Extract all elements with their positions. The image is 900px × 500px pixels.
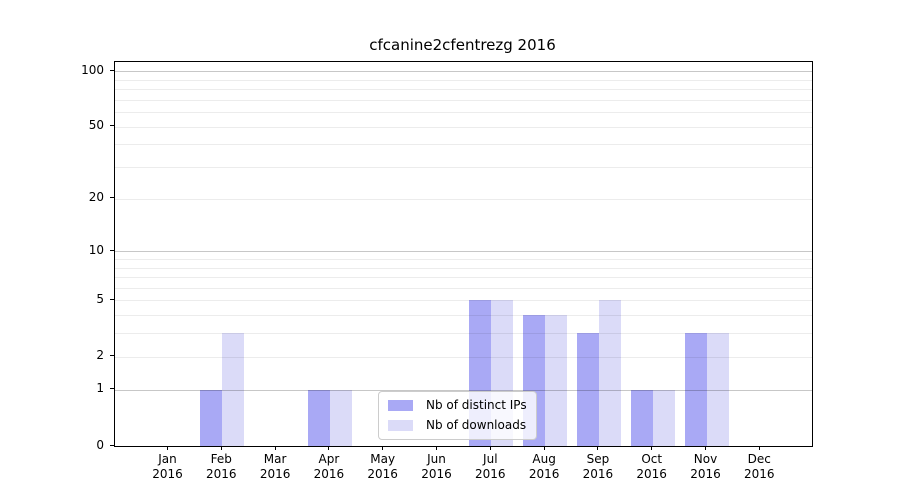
x-tick-mark-jan <box>167 446 168 450</box>
bar-nov-distinct-ips <box>684 333 707 446</box>
chart-title: cfcanine2cfentrezg 2016 <box>369 36 556 54</box>
legend-label-downloads: Nb of downloads <box>426 418 527 432</box>
bar-oct-downloads <box>652 389 675 446</box>
y-tick-label-0: 0 <box>96 437 104 452</box>
legend-label-distinct-ips: Nb of distinct IPs <box>426 398 527 412</box>
gridline-minor-70 <box>115 99 812 101</box>
y-tick-label-2: 2 <box>96 348 104 363</box>
gridline-minor-4 <box>115 315 812 317</box>
legend-item-downloads: Nb of downloads <box>388 418 527 433</box>
y-tick-mark-50 <box>110 125 114 127</box>
plot-area <box>114 61 813 447</box>
y-tick-mark-2 <box>110 355 114 357</box>
bar-feb-distinct-ips <box>200 389 223 446</box>
gridline-minor-5 <box>115 300 812 302</box>
x-tick-label-mar: Mar 2016 <box>259 452 291 481</box>
legend: Nb of distinct IPs Nb of downloads <box>378 391 537 440</box>
bar-sep-distinct-ips <box>576 333 599 446</box>
y-tick-label-5: 5 <box>96 291 104 306</box>
gridline-major-100 <box>115 71 812 73</box>
y-tick-label-20: 20 <box>88 190 104 205</box>
gridline-minor-40 <box>115 144 812 146</box>
y-tick-mark-100 <box>110 69 114 71</box>
y-tick-mark-10 <box>110 249 114 251</box>
gridline-minor-90 <box>115 79 812 81</box>
gridline-minor-2 <box>115 356 812 358</box>
x-tick-mark-feb <box>220 446 222 450</box>
gridline-minor-50 <box>115 126 812 128</box>
gridline-minor-8 <box>115 267 812 269</box>
x-tick-mark-may <box>382 446 384 450</box>
legend-swatch-distinct-ips <box>388 400 413 411</box>
bar-aug-downloads <box>545 315 568 446</box>
x-tick-mark-oct <box>651 446 653 450</box>
bar-oct-distinct-ips <box>630 389 653 446</box>
gridline-major-10 <box>115 251 812 253</box>
y-tick-mark-5 <box>110 298 114 300</box>
x-tick-mark-jul <box>489 446 491 450</box>
x-tick-label-may: May 2016 <box>367 452 398 481</box>
x-tick-mark-nov <box>705 446 706 450</box>
bar-feb-downloads <box>222 333 245 446</box>
gridline-minor-20 <box>115 198 812 200</box>
y-tick-mark-0 <box>110 444 114 446</box>
x-tick-label-oct: Oct 2016 <box>636 452 667 481</box>
x-tick-label-feb: Feb 2016 <box>206 452 237 481</box>
x-tick-label-sep: Sep 2016 <box>582 452 614 481</box>
x-tick-label-jan: Jan 2016 <box>152 452 183 481</box>
y-tick-mark-1 <box>110 388 114 390</box>
gridline-minor-7 <box>115 277 812 279</box>
y-tick-mark-20 <box>110 197 114 199</box>
x-tick-mark-jun <box>436 446 437 450</box>
legend-swatch-downloads <box>388 420 413 431</box>
gridline-minor-80 <box>115 89 812 91</box>
x-tick-label-apr: Apr 2016 <box>313 452 345 481</box>
bar-apr-downloads <box>329 389 352 446</box>
x-tick-mark-aug <box>543 446 545 450</box>
gridline-minor-9 <box>115 258 812 260</box>
x-tick-mark-apr <box>328 446 330 450</box>
x-tick-label-jun: Jun 2016 <box>421 452 452 481</box>
gridline-minor-6 <box>115 287 812 289</box>
x-tick-label-aug: Aug 2016 <box>528 452 560 481</box>
legend-item-distinct-ips: Nb of distinct IPs <box>388 398 527 413</box>
y-tick-label-100: 100 <box>81 62 104 77</box>
x-tick-label-dec: Dec 2016 <box>744 452 775 481</box>
gridline-minor-30 <box>115 167 812 169</box>
bar-nov-downloads <box>706 333 729 446</box>
bar-apr-distinct-ips <box>307 389 330 446</box>
x-tick-label-nov: Nov 2016 <box>690 452 721 481</box>
x-tick-mark-sep <box>597 446 599 450</box>
x-tick-mark-dec <box>758 446 760 450</box>
x-tick-label-jul: Jul 2016 <box>475 452 506 481</box>
bar-sep-downloads <box>598 300 621 446</box>
y-tick-label-50: 50 <box>88 118 104 133</box>
gridline-major-1 <box>115 389 812 391</box>
y-tick-label-1: 1 <box>96 381 104 396</box>
y-tick-label-10: 10 <box>88 242 104 257</box>
x-tick-mark-mar <box>274 446 276 450</box>
gridline-minor-3 <box>115 333 812 335</box>
gridline-minor-60 <box>115 112 812 114</box>
